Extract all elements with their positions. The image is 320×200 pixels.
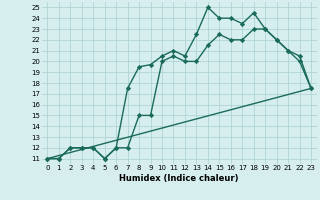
X-axis label: Humidex (Indice chaleur): Humidex (Indice chaleur) xyxy=(119,174,239,183)
